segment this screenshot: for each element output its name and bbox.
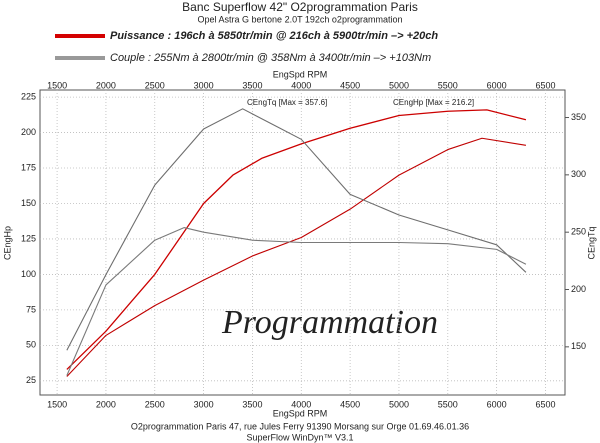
series-line (66, 108, 527, 351)
x-tick-label: 6000 (487, 399, 507, 409)
x-tick-label: 6500 (535, 399, 555, 409)
x-axis-label: EngSpd RPM (273, 408, 328, 418)
y-axis-label: CEngHp (2, 226, 12, 260)
y2-tick-label: 200 (571, 284, 586, 294)
x-tick-label: 3500 (242, 399, 262, 409)
x-tick-label: 1500 (47, 399, 67, 409)
x-tick-label: 5000 (389, 399, 409, 409)
legend-text: Puissance : 196ch à 5850tr/min @ 216ch à… (110, 30, 438, 42)
x-axis-label-top: EngSpd RPM (273, 69, 328, 79)
x-tick-label: 1500 (47, 80, 67, 90)
x-tick-label: 2500 (145, 80, 165, 90)
x-tick-label: 5500 (438, 80, 458, 90)
x-tick-label: 4500 (340, 80, 360, 90)
y2-axis-label: CEngTq (586, 226, 596, 259)
x-tick-label: 3000 (194, 80, 214, 90)
y2-tick-label: 250 (571, 227, 586, 237)
x-tick-label: 6500 (535, 80, 555, 90)
x-tick-label: 2000 (96, 80, 116, 90)
x-tick-label: 5000 (389, 80, 409, 90)
x-tick-label: 3000 (194, 399, 214, 409)
x-tick-label: 2000 (96, 399, 116, 409)
y-tick-label: 25 (26, 375, 36, 385)
chart-title: Banc Superflow 42" O2programmation Paris (182, 0, 418, 14)
y2-tick-label: 350 (571, 112, 586, 122)
footer: SuperFlow WinDyn™ V3.1 (246, 432, 353, 442)
footer: O2programmation Paris 47, rue Jules Ferr… (131, 421, 469, 431)
legend-text: Couple : 255Nm à 2800tr/min @ 358Nm à 34… (110, 52, 431, 64)
x-tick-label: 6000 (487, 80, 507, 90)
annotation: CEngTq [Max = 357.6] (247, 98, 327, 107)
x-tick-label: 4000 (291, 399, 311, 409)
watermark: Programmation (221, 304, 438, 341)
y-tick-label: 100 (21, 269, 36, 279)
y2-tick-label: 300 (571, 169, 586, 179)
y-tick-label: 225 (21, 91, 36, 101)
series-line (66, 109, 527, 370)
y-tick-label: 50 (26, 340, 36, 350)
y-tick-label: 75 (26, 304, 36, 314)
x-tick-label: 5500 (438, 399, 458, 409)
y2-tick-label: 150 (571, 341, 586, 351)
y-tick-label: 125 (21, 233, 36, 243)
x-tick-label: 2500 (145, 399, 165, 409)
y-tick-label: 150 (21, 198, 36, 208)
x-tick-label: 3500 (242, 80, 262, 90)
series-line (66, 227, 527, 376)
series-line (66, 137, 527, 377)
chart-subtitle: Opel Astra G bertone 2.0T 192ch o2progra… (198, 14, 403, 24)
y-tick-label: 200 (21, 127, 36, 137)
x-tick-label: 4500 (340, 399, 360, 409)
annotation: CEngHp [Max = 216.2] (393, 98, 474, 107)
x-tick-label: 4000 (291, 80, 311, 90)
y-tick-label: 175 (21, 162, 36, 172)
